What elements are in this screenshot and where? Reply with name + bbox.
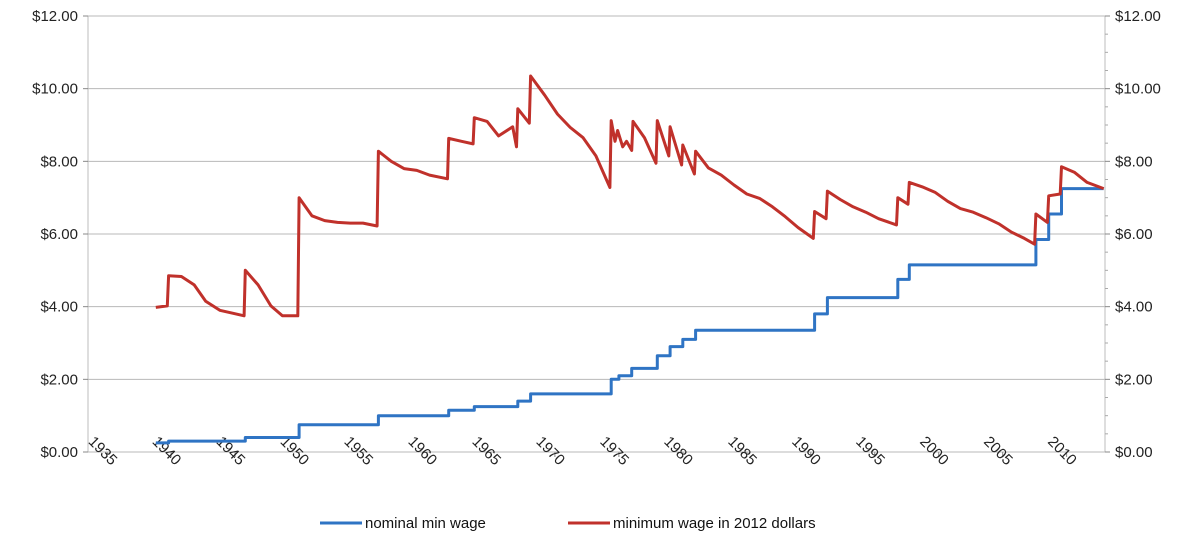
x-tick-label: 1955 <box>341 433 377 469</box>
y-tick-label-left: $8.00 <box>40 153 78 170</box>
x-tick-label: 2005 <box>980 433 1016 469</box>
y-tick-label-left: $4.00 <box>40 299 78 316</box>
y-tick-label-right: $12.00 <box>1115 8 1161 25</box>
y-tick-label-right: $2.00 <box>1115 371 1153 388</box>
x-tick-label: 1940 <box>149 433 185 469</box>
y-tick-label-right: $10.00 <box>1115 81 1161 98</box>
y-tick-label-left: $0.00 <box>40 444 78 461</box>
x-tick-label: 1985 <box>724 433 760 469</box>
grid-layer <box>87 15 1106 453</box>
series-line-real <box>155 74 1105 318</box>
legend-label-nominal: nominal min wage <box>365 515 486 532</box>
x-tick-label: 1960 <box>405 433 441 469</box>
x-tick-label: 2010 <box>1044 433 1080 469</box>
legend-label-real: minimum wage in 2012 dollars <box>613 515 816 532</box>
x-tick-label: 2000 <box>916 433 952 469</box>
series-layer <box>155 74 1105 445</box>
x-tick-label: 1970 <box>532 433 568 469</box>
series-line-nominal <box>155 187 1104 445</box>
axis-layer: $0.00 $0.00 $2.00 $2.00 $4.00 $4.00 $6.00 $6.00… <box>32 8 1161 469</box>
x-tick-label: 1990 <box>788 433 824 469</box>
y-tick-label-left: $12.00 <box>32 8 78 25</box>
legend: nominal min wage minimum wage in 2012 dol… <box>320 515 816 532</box>
y-tick-label-left: $6.00 <box>40 226 78 243</box>
x-tick-label: 1980 <box>660 433 696 469</box>
x-tick-label: 1965 <box>469 433 505 469</box>
y-tick-label-right: $4.00 <box>1115 299 1153 316</box>
x-tick-label: 1995 <box>852 433 888 469</box>
y-tick-label-left: $10.00 <box>32 81 78 98</box>
y-tick-label-right: $8.00 <box>1115 153 1153 170</box>
y-tick-label-left: $2.00 <box>40 371 78 388</box>
y-tick-label-right: $6.00 <box>1115 226 1153 243</box>
x-tick-label: 1975 <box>596 433 632 469</box>
x-tick-label: 1945 <box>213 433 249 469</box>
x-tick-label: 1935 <box>85 433 121 469</box>
y-tick-label-right: $0.00 <box>1115 444 1153 461</box>
